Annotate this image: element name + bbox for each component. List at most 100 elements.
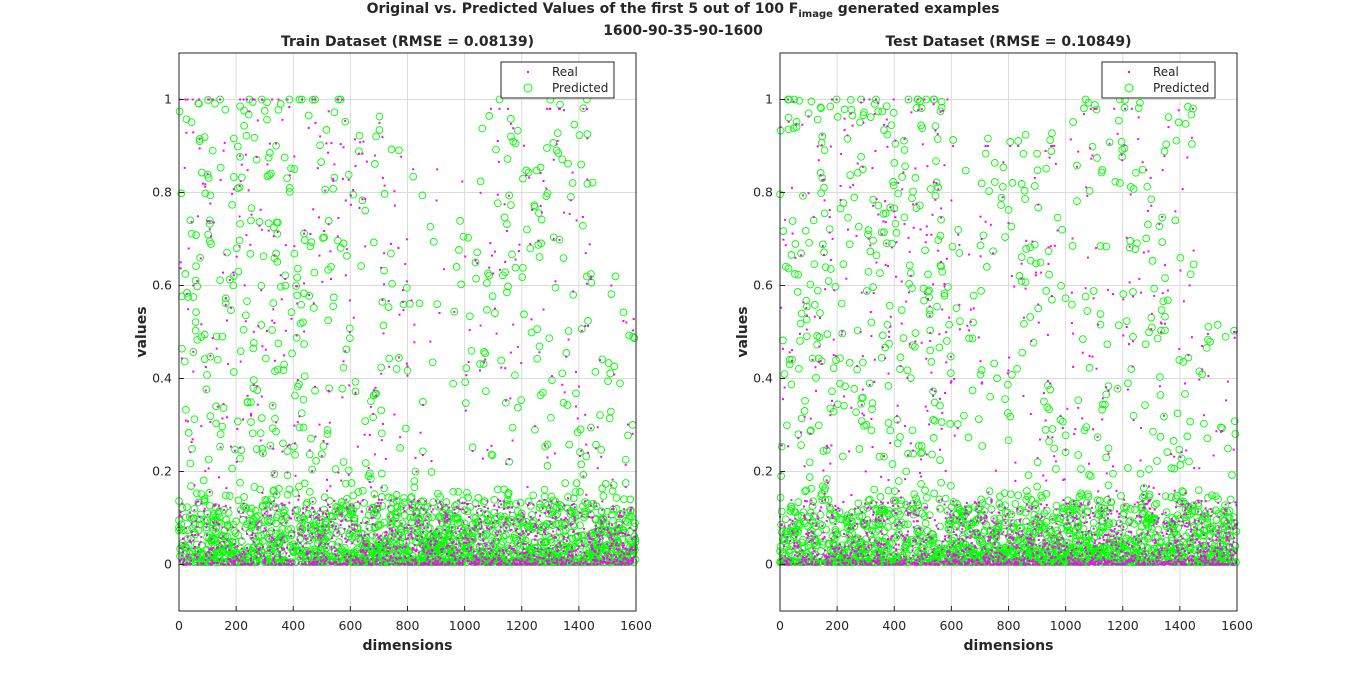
train-real-point: [187, 420, 190, 423]
train-real-point: [580, 560, 583, 563]
train-predicted-point: [234, 496, 243, 505]
train-predicted-point: [221, 491, 230, 500]
train-real-point: [390, 537, 393, 540]
train-real-point: [346, 560, 349, 563]
train-real-point: [622, 320, 625, 322]
train-real-point: [405, 526, 408, 529]
train-real-point: [512, 323, 515, 326]
train-real-point: [533, 547, 536, 549]
train-real-point: [453, 512, 456, 515]
train-real-point: [493, 307, 496, 310]
train-predicted-point: [183, 526, 192, 534]
train-predicted-point: [463, 507, 472, 516]
train-predicted-point: [606, 369, 615, 378]
train-real-point: [563, 211, 565, 214]
train-predicted-point: [604, 377, 612, 385]
train-real-point: [228, 549, 231, 552]
train-real-point: [385, 554, 388, 557]
train-predicted-point: [297, 95, 306, 104]
train-predicted-point: [621, 455, 630, 464]
train-predicted-point: [503, 220, 511, 228]
train-real-point: [212, 521, 215, 524]
train-real-point: [235, 460, 238, 463]
train-predicted-point: [205, 488, 214, 497]
train-real-point: [243, 551, 246, 553]
train-real-point: [485, 558, 488, 561]
train-real-point: [304, 563, 307, 566]
train-predicted-point: [225, 492, 234, 500]
train-real-point: [451, 563, 454, 565]
train-real-point: [523, 555, 526, 558]
train-real-point: [206, 513, 209, 516]
train-predicted-point: [529, 522, 538, 531]
train-real-point: [255, 156, 258, 158]
train-real-point: [281, 450, 284, 453]
train-real-point: [204, 185, 207, 188]
train-real-point: [532, 503, 535, 506]
train-predicted-point: [228, 200, 236, 209]
train-real-point: [509, 397, 512, 400]
train-real-point: [356, 445, 359, 448]
train-predicted-point: [607, 407, 615, 416]
train-real-point: [464, 510, 467, 513]
train-predicted-point: [304, 510, 312, 518]
train-legend-real-label: Real: [552, 65, 578, 79]
train-real-point: [337, 558, 340, 561]
train-real-point: [540, 541, 543, 544]
train-real-point: [250, 559, 252, 562]
train-real-point: [320, 542, 323, 545]
train-real-point: [568, 550, 571, 553]
train-predicted-point: [275, 558, 284, 567]
train-real-point: [588, 537, 591, 540]
train-real-point: [389, 547, 392, 550]
train-predicted-point: [227, 549, 235, 558]
train-real-point: [521, 530, 524, 533]
train-real-point: [264, 506, 267, 509]
train-predicted-point: [296, 522, 304, 531]
train-real-point: [386, 542, 389, 545]
train-real-point: [576, 562, 579, 565]
train-real-point: [239, 154, 242, 157]
train-real-point: [209, 354, 212, 357]
train-real-point: [621, 542, 624, 545]
train-predicted-point: [280, 506, 289, 515]
train-predicted-point: [223, 248, 231, 257]
train-real-point: [327, 223, 330, 226]
train-real-point: [480, 509, 483, 512]
train-predicted-point: [300, 340, 308, 348]
train-real-point: [238, 559, 241, 562]
train-real-point: [273, 254, 276, 257]
train-predicted-point: [280, 511, 289, 520]
train-real-point: [307, 552, 310, 555]
train-predicted-point: [324, 316, 332, 325]
train-predicted-point: [599, 520, 608, 529]
train-predicted-point: [208, 146, 217, 155]
train-real-point: [271, 319, 274, 322]
train-real-point: [246, 169, 249, 172]
train-real-point: [394, 529, 397, 532]
train-real-point: [343, 556, 346, 559]
train-predicted-point: [338, 384, 347, 393]
train-real-point: [616, 558, 619, 561]
train-predicted-point: [513, 126, 522, 135]
train-real-point: [321, 525, 324, 528]
train-real-point: [499, 561, 502, 564]
train-real-point: [285, 563, 288, 566]
train-predicted-point: [616, 379, 624, 388]
figure-subtitle: 1600-90-35-90-1600: [603, 23, 763, 39]
train-real-point: [246, 563, 249, 565]
train-predicted-point: [236, 219, 244, 228]
train-real-point: [509, 122, 512, 125]
train-real-point: [467, 560, 470, 563]
train-predicted-point: [559, 398, 568, 407]
train-real-point: [482, 561, 485, 564]
train-real-point: [276, 544, 279, 547]
train-real-point: [309, 233, 312, 235]
train-real-point: [497, 160, 500, 163]
train-real-point: [522, 532, 525, 535]
train-real-point: [435, 199, 438, 202]
train-real-point: [407, 563, 410, 566]
train-real-point: [443, 268, 446, 271]
train-real-point: [260, 98, 263, 101]
train-x-tick-label: 1200: [506, 618, 538, 633]
